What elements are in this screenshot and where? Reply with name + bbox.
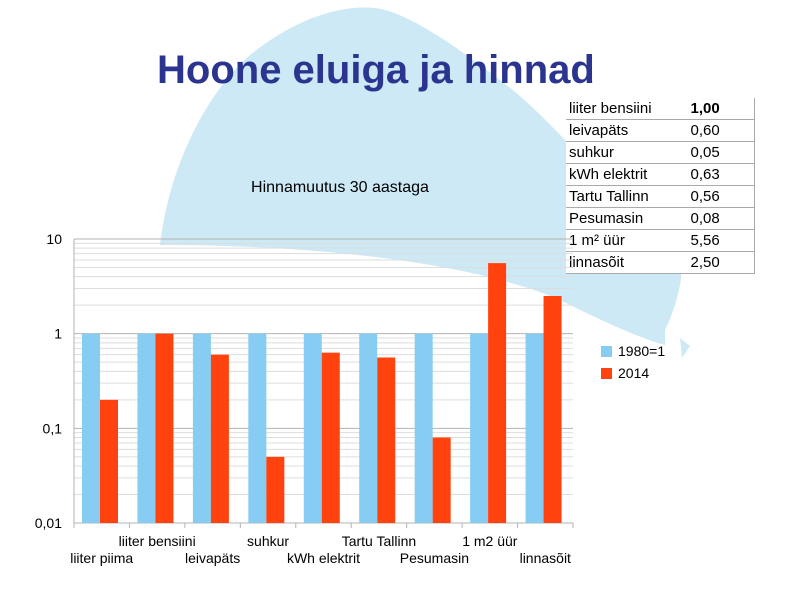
table-row: Pesumasin 0,08: [566, 207, 755, 230]
bar: [303, 333, 322, 523]
bar: [100, 399, 118, 523]
table-cell-item: linnasõit: [566, 251, 655, 274]
bar: [155, 333, 174, 523]
bar: [377, 357, 396, 523]
y-tick-label: 1: [54, 326, 62, 342]
bar: [359, 333, 378, 523]
legend-swatch: [601, 346, 612, 357]
table-row: Tartu Tallinn 0,56: [566, 185, 755, 208]
legend: 1980=1 2014: [601, 343, 665, 381]
bar: [414, 333, 433, 523]
legend-swatch: [601, 368, 612, 379]
price-table-body: liiter bensiini 1,00 leivapäts 0,60 suhkur 0,…: [566, 98, 755, 274]
bar: [248, 333, 267, 523]
table-row: 1 m² üür 5,56: [566, 229, 755, 252]
table-cell-item: leivapäts: [566, 119, 655, 142]
table-cell-value: 0,63: [654, 163, 755, 186]
x-tick-label: leivapäts: [185, 550, 240, 566]
table-row: kWh elektrit 0,63: [566, 163, 755, 186]
y-tick-label: 0,01: [35, 515, 62, 531]
arrow-shape: [680, 338, 690, 358]
table-row: suhkur 0,05: [566, 141, 755, 164]
table-cell-value: 0,60: [654, 119, 755, 142]
price-table: liiter bensiini 1,00 leivapäts 0,60 suhkur 0,…: [566, 98, 755, 274]
bar: [432, 437, 451, 523]
y-tick-label: 10: [46, 231, 62, 247]
y-tick-label: 0,1: [43, 420, 63, 436]
bar: [470, 333, 489, 523]
table-cell-value: 0,56: [654, 185, 755, 208]
table-cell-value: 2,50: [654, 251, 755, 274]
x-tick-label: Pesumasin: [400, 550, 469, 566]
bars-layer: [82, 263, 562, 523]
legend-label: 1980=1: [618, 343, 665, 359]
table-cell-value: 1,00: [654, 98, 755, 120]
bar: [525, 333, 544, 523]
bar: [321, 352, 340, 523]
chart-title: Hinnamuutus 30 aastaga: [251, 179, 429, 196]
table-cell-item: suhkur: [566, 141, 655, 164]
table-cell-value: 0,08: [654, 207, 755, 230]
bar: [543, 295, 562, 523]
slide-title: Hoone eluiga ja hinnad: [157, 48, 595, 92]
x-tick-label: Tartu Tallinn: [342, 533, 416, 549]
table-row: linnasõit 2,50: [566, 251, 755, 274]
x-tick-label: suhkur: [247, 533, 289, 549]
table-cell-item: kWh elektrit: [566, 163, 655, 186]
bar: [192, 333, 211, 523]
legend-label: 2014: [618, 365, 649, 381]
table-cell-item: Pesumasin: [566, 207, 655, 230]
table-row: liiter bensiini 1,00: [566, 98, 755, 120]
x-tick-label: liiter bensiini: [119, 533, 196, 549]
bar: [488, 263, 507, 523]
x-tick-label: linnasõit: [520, 550, 571, 566]
y-tick-labels: 10 1 0,1 0,01: [35, 231, 62, 531]
x-tick-label: kWh elektrit: [287, 550, 360, 566]
x-tick-label: liiter piima: [70, 550, 133, 566]
x-tick-label: 1 m2 üür: [462, 533, 518, 549]
bar: [210, 354, 229, 523]
table-cell-item: 1 m² üür: [566, 229, 655, 252]
table-cell-value: 5,56: [654, 229, 755, 252]
bar: [82, 333, 100, 523]
bar: [137, 333, 156, 523]
table-cell-item: Tartu Tallinn: [566, 185, 655, 208]
cloud-shape: [160, 7, 682, 346]
table-row: leivapäts 0,60: [566, 119, 755, 142]
table-cell-item: liiter bensiini: [566, 98, 655, 120]
bar: [266, 456, 285, 523]
table-cell-value: 0,05: [654, 141, 755, 164]
